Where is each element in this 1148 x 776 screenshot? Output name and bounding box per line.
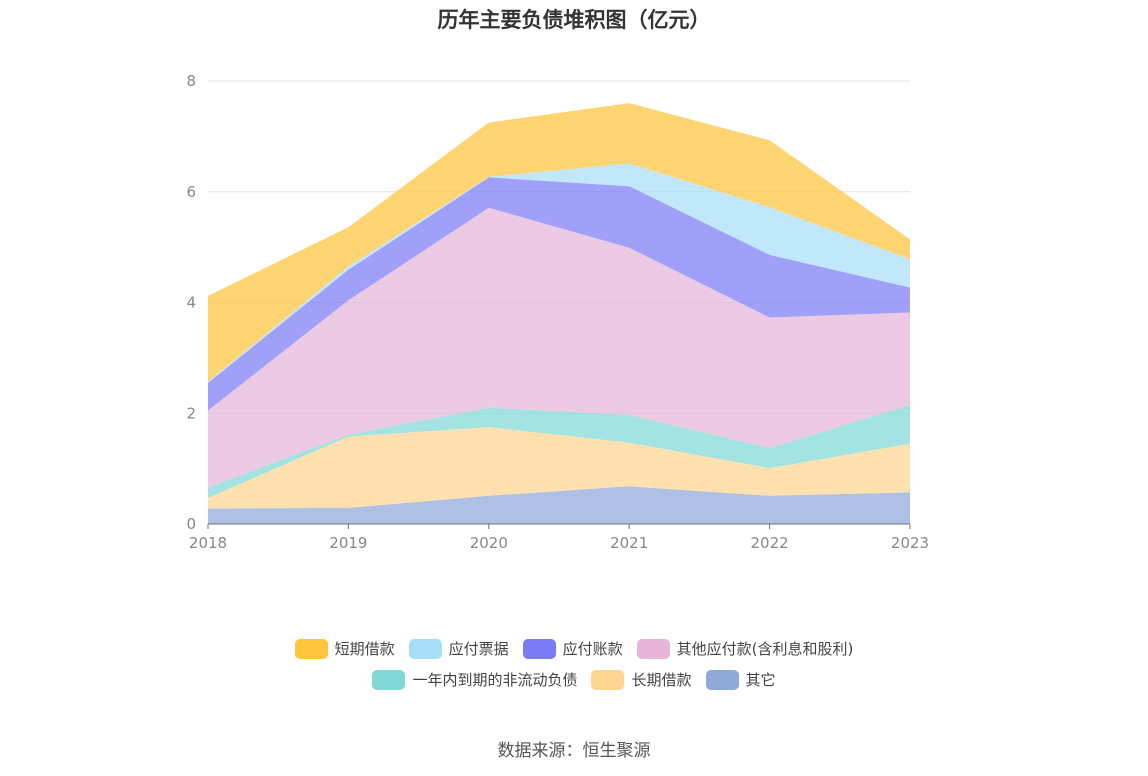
y-tick-label: 4	[186, 294, 196, 312]
legend-label: 其他应付款(含利息和股利)	[676, 640, 854, 658]
stacked-area-chart: 0 2 4 6 8 2018 2019 2020 2021 2022 2023	[186, 72, 929, 552]
area-series	[208, 427, 910, 509]
x-tick-label: 2023	[891, 534, 929, 552]
legend: 短期借款 应付票据 应付账款 其他应付款(含利息和股利) 一年内到期的非流动负债…	[0, 638, 1148, 700]
x-tick-label: 2022	[751, 534, 789, 552]
area-series	[208, 103, 910, 382]
legend-item-other-payables[interactable]: 其他应付款(含利息和股利)	[636, 638, 854, 659]
legend-label: 应付票据	[448, 640, 509, 658]
legend-item-short-term-loans[interactable]: 短期借款	[294, 638, 395, 659]
y-tick-label: 6	[186, 183, 196, 201]
legend-label: 短期借款	[334, 640, 395, 658]
legend-swatch	[636, 638, 670, 659]
legend-item-notes-payable[interactable]: 应付票据	[408, 638, 509, 659]
x-tick-label: 2019	[329, 534, 367, 552]
area-series	[208, 404, 910, 498]
legend-swatch	[372, 669, 406, 690]
y-tick-label: 2	[186, 404, 196, 422]
x-tick-label: 2021	[610, 534, 648, 552]
y-tick-label: 8	[186, 72, 196, 90]
legend-swatch	[591, 669, 625, 690]
source-note: 数据来源：恒生聚源	[497, 741, 651, 761]
legend-swatch	[522, 638, 556, 659]
area-series	[208, 177, 910, 411]
legend-label: 其它	[745, 671, 776, 689]
legend-item-accounts-payable[interactable]: 应付账款	[522, 638, 623, 659]
legend-label: 一年内到期的非流动负债	[412, 671, 578, 689]
legend-item-other[interactable]: 其它	[705, 669, 776, 690]
legend-row-2: 一年内到期的非流动负债 长期借款 其它	[0, 669, 1148, 690]
legend-item-current-portion-noncurrent[interactable]: 一年内到期的非流动负债	[372, 669, 577, 690]
y-tick-label: 0	[186, 515, 196, 533]
x-tick-label: 2020	[470, 534, 508, 552]
legend-label: 应付账款	[562, 640, 623, 658]
legend-item-long-term-loans[interactable]: 长期借款	[591, 669, 692, 690]
chart-title: 历年主要负债堆积图（亿元）	[437, 8, 711, 32]
legend-swatch	[408, 638, 442, 659]
legend-swatch	[294, 638, 328, 659]
area-series	[208, 207, 910, 488]
area-series	[208, 486, 910, 524]
legend-swatch	[705, 669, 739, 690]
area-series	[208, 163, 910, 383]
x-tick-label: 2018	[189, 534, 227, 552]
legend-row-1: 短期借款 应付票据 应付账款 其他应付款(含利息和股利)	[0, 638, 1148, 659]
legend-label: 长期借款	[631, 671, 692, 689]
